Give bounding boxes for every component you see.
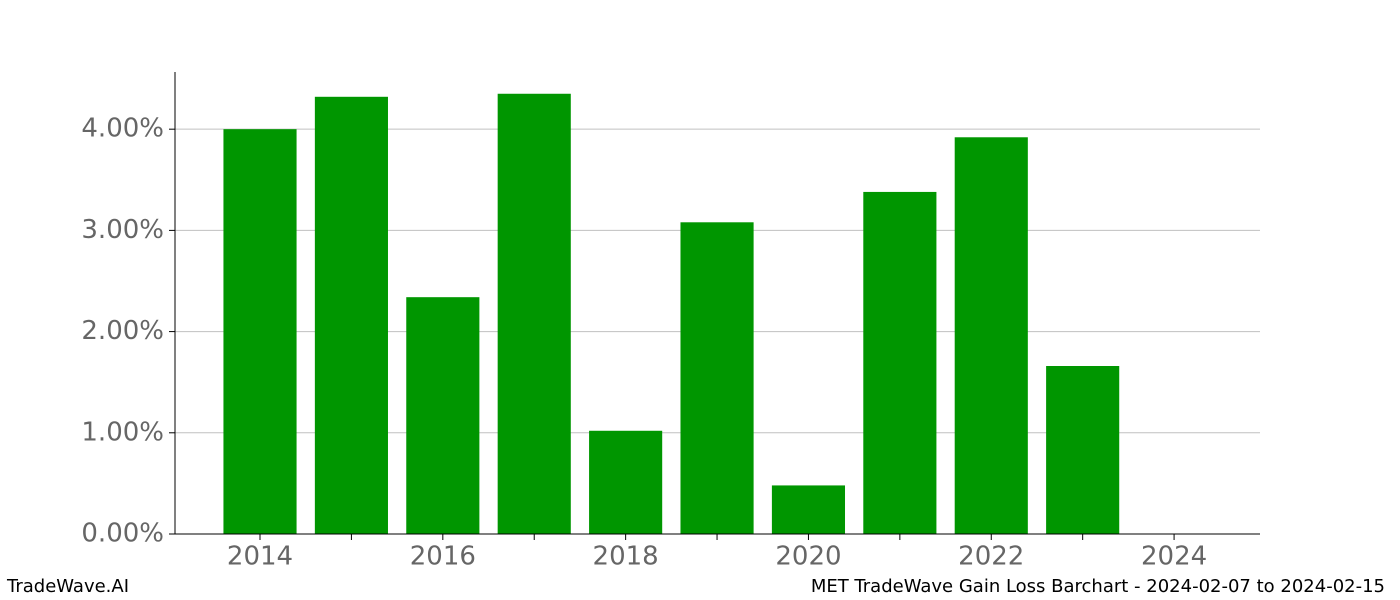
- footer-right: MET TradeWave Gain Loss Barchart - 2024-…: [811, 576, 1385, 597]
- y-tick-label: 1.00%: [81, 417, 164, 447]
- bar: [771, 485, 846, 534]
- bar: [589, 430, 663, 534]
- bar: [680, 222, 754, 534]
- bar: [954, 137, 1028, 535]
- x-tick-label: 2022: [958, 542, 1024, 572]
- x-tick-label: 2020: [775, 542, 841, 572]
- bar: [223, 129, 297, 534]
- bar: [1046, 366, 1120, 534]
- y-tick-label: 4.00%: [81, 114, 164, 144]
- bar: [406, 297, 480, 534]
- bar: [314, 96, 388, 535]
- x-tick-label: 2014: [227, 542, 293, 572]
- footer-left: TradeWave.AI: [6, 576, 129, 597]
- x-tick-label: 2016: [410, 542, 476, 572]
- y-tick-label: 0.00%: [81, 519, 164, 549]
- y-tick-label: 2.00%: [81, 316, 164, 346]
- x-tick-label: 2024: [1141, 542, 1207, 572]
- bar: [497, 93, 571, 534]
- y-tick-label: 3.00%: [81, 215, 164, 245]
- bar: [863, 191, 937, 534]
- x-tick-label: 2018: [593, 542, 659, 572]
